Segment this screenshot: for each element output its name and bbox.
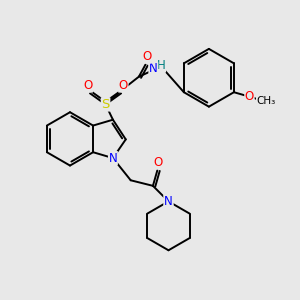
Text: N: N [164, 195, 173, 208]
Text: O: O [154, 156, 163, 169]
Text: O: O [142, 50, 151, 63]
Text: CH₃: CH₃ [256, 96, 276, 106]
Text: H: H [157, 59, 166, 72]
Text: N: N [164, 195, 173, 208]
Text: O: O [83, 79, 92, 92]
Text: O: O [245, 90, 254, 103]
Text: N: N [109, 152, 117, 165]
Text: S: S [101, 98, 110, 111]
Text: N: N [149, 62, 158, 75]
Text: O: O [119, 79, 128, 92]
